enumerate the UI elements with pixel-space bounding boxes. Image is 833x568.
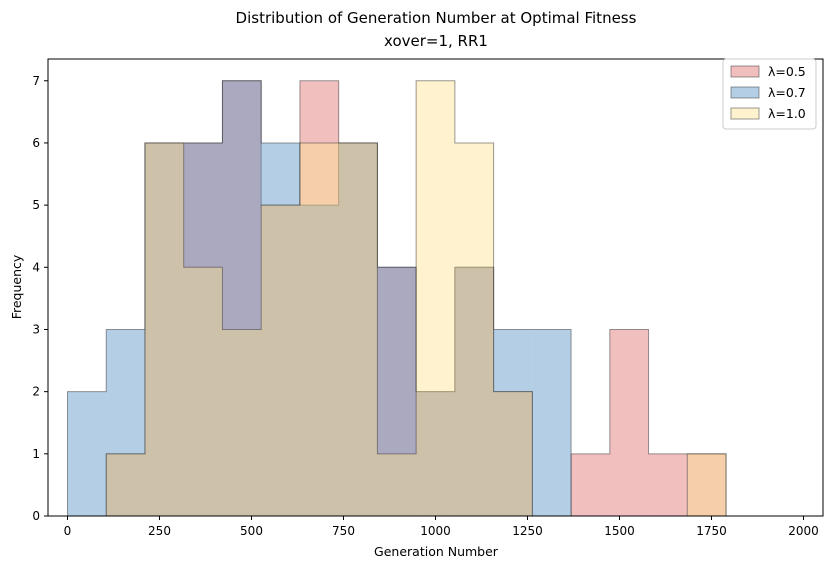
y-tick-label: 7 [32, 74, 40, 88]
bar [532, 329, 572, 516]
bar [183, 267, 223, 516]
series-1 [67, 80, 804, 517]
bars-layer [67, 80, 804, 517]
legend-label: λ=0.5 [768, 64, 806, 79]
x-axis-ticks: 0 250 500 750 1000 1250 1500 1750 2000 [64, 516, 819, 538]
series-3 [67, 80, 804, 517]
series-2 [67, 80, 804, 517]
bar [377, 453, 417, 516]
x-tick-label: 250 [148, 524, 171, 538]
bar [416, 80, 455, 516]
x-tick-label: 0 [64, 524, 72, 538]
bar [338, 142, 378, 516]
bar [454, 142, 494, 516]
legend-label: λ=1.0 [768, 106, 806, 121]
y-tick-label: 3 [32, 322, 40, 336]
bar [377, 267, 417, 516]
y-tick-label: 1 [32, 447, 40, 461]
x-tick-label: 1250 [512, 524, 543, 538]
bar [648, 453, 688, 516]
chart-title: Distribution of Generation Number at Opt… [236, 9, 637, 27]
x-tick-label: 1000 [420, 524, 451, 538]
bar [377, 267, 417, 516]
bar [338, 142, 378, 516]
y-tick-label: 5 [32, 198, 40, 212]
bar [609, 329, 649, 516]
bar [493, 391, 533, 516]
bar [416, 391, 455, 516]
bar [687, 453, 727, 516]
y-tick-label: 2 [32, 385, 40, 399]
y-axis-label: Frequency [9, 254, 24, 319]
bar [144, 142, 184, 516]
bar [222, 80, 262, 516]
x-tick-label: 750 [332, 524, 355, 538]
bar [67, 391, 107, 516]
bar [416, 391, 455, 516]
bar [299, 205, 339, 516]
bar [261, 205, 300, 516]
y-tick-label: 6 [32, 136, 40, 150]
bar [106, 453, 145, 516]
bar [299, 142, 339, 516]
legend-swatch [730, 86, 760, 99]
bar [454, 267, 494, 516]
bar [222, 329, 262, 516]
legend-label: λ=0.7 [768, 85, 806, 100]
legend: λ=0.5 λ=0.7 λ=1.0 [722, 58, 817, 130]
y-axis-ticks: 0 1 2 3 4 5 6 7 [32, 74, 48, 523]
legend-swatch [730, 107, 760, 120]
bar [454, 267, 494, 516]
bar [299, 80, 339, 516]
bar [144, 142, 184, 516]
bar [493, 391, 533, 516]
bar [571, 453, 610, 516]
legend-swatch [730, 65, 760, 78]
bar [106, 453, 145, 516]
bar [222, 80, 262, 516]
bar [144, 142, 184, 516]
bar [338, 142, 378, 516]
bar [493, 329, 533, 516]
x-tick-label: 2000 [788, 524, 819, 538]
bar [106, 329, 145, 516]
bar [183, 142, 223, 516]
x-axis-label: Generation Number [374, 544, 499, 559]
bar [687, 453, 727, 516]
y-tick-label: 0 [32, 509, 40, 523]
bar [261, 205, 300, 516]
x-tick-label: 1750 [696, 524, 727, 538]
bar [183, 142, 223, 516]
x-tick-label: 1500 [604, 524, 635, 538]
x-tick-label: 500 [240, 524, 263, 538]
y-tick-label: 4 [32, 260, 40, 274]
chart-subtitle: xover=1, RR1 [384, 32, 488, 50]
